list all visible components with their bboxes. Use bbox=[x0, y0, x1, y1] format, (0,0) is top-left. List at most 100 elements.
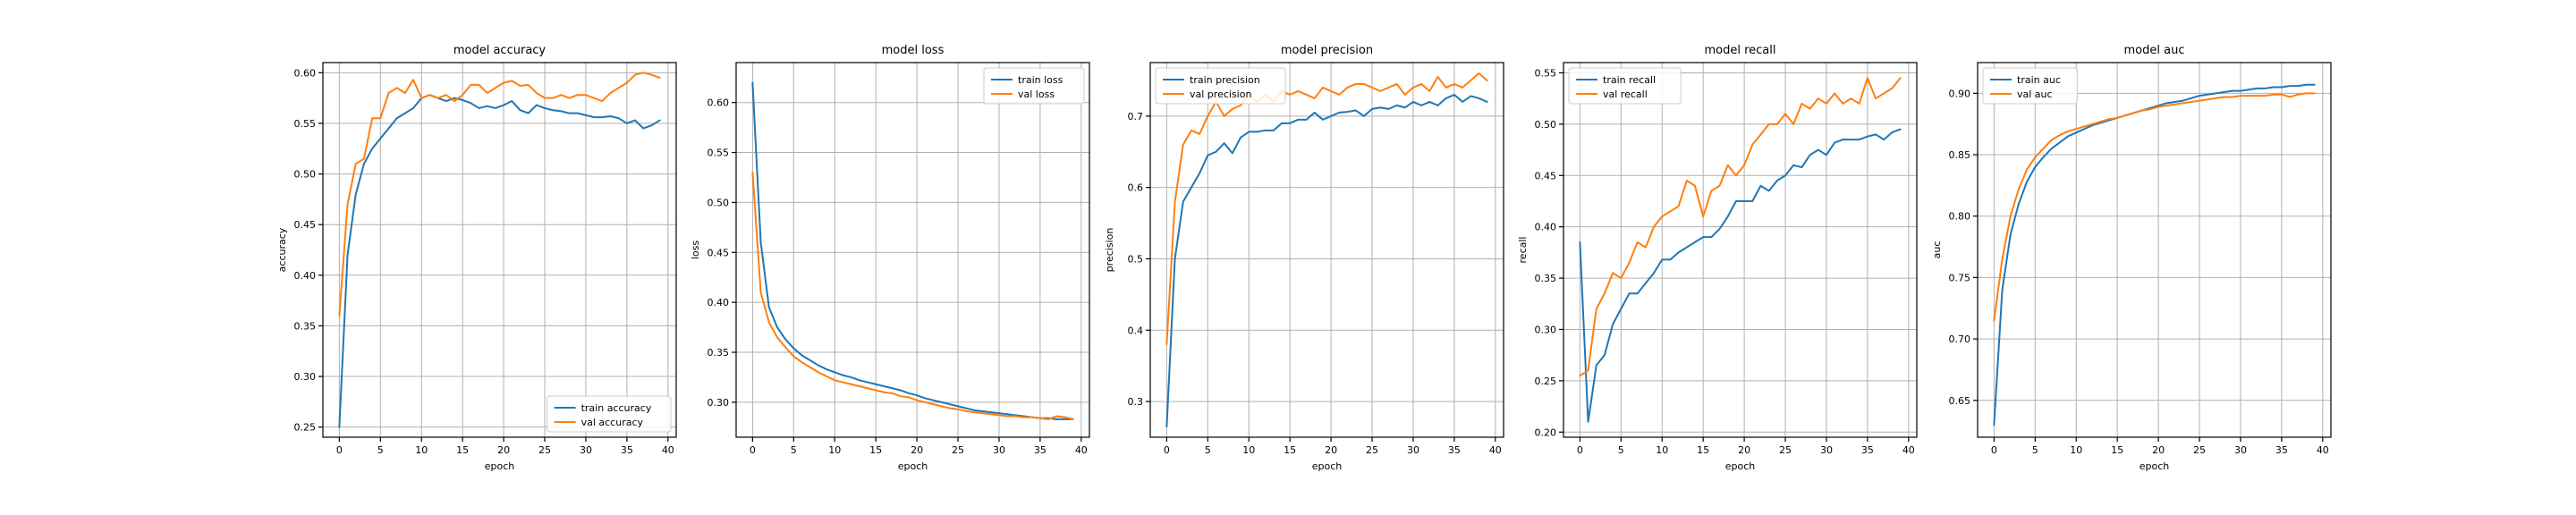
chart-4-x-tick-label: 5 bbox=[1618, 444, 1624, 456]
chart-2-legend-label: val loss bbox=[1018, 89, 1055, 100]
chart-2-x-tick-label: 10 bbox=[828, 444, 841, 456]
chart-2: model loss 0 5 10 15 20 25 30 35 40 0.30 0.35 0.40 0.… bbox=[690, 44, 1090, 472]
chart-3-x-tick-label: 20 bbox=[1325, 444, 1337, 456]
chart-3-x-tick-label: 30 bbox=[1407, 444, 1419, 456]
chart-2-x-tick-label: 15 bbox=[869, 444, 882, 456]
chart-5-legend: train auc val auc bbox=[1982, 67, 2078, 105]
chart-3-x-tick-label: 15 bbox=[1284, 444, 1296, 456]
chart-2-x-tick-label: 5 bbox=[791, 444, 797, 456]
chart-4-y-tick-label: 0.50 bbox=[1535, 119, 1557, 131]
chart-2-y-tick-label: 0.40 bbox=[708, 297, 730, 308]
chart-5-y-tick-label: 0.85 bbox=[1949, 149, 1971, 161]
chart-2-y-tick-label: 0.35 bbox=[708, 347, 730, 359]
chart-1-legend-label: train accuracy bbox=[581, 402, 652, 414]
chart-2-series-train bbox=[751, 81, 1074, 420]
chart-5-x-tick-label: 5 bbox=[2032, 444, 2038, 456]
chart-5-x-tick-label: 35 bbox=[2275, 444, 2288, 456]
chart-3-legend-box bbox=[1155, 67, 1286, 105]
chart-2-plot-frame bbox=[735, 62, 1090, 438]
chart-4-y-tick-label: 0.25 bbox=[1535, 376, 1557, 387]
chart-4-x-tick-label: 10 bbox=[1656, 444, 1668, 456]
chart-3-x-tick-label: 5 bbox=[1205, 444, 1211, 456]
chart-2-x-tick-label: 0 bbox=[750, 444, 756, 456]
chart-2-legend: train loss val loss bbox=[983, 67, 1085, 105]
chart-3-series-val bbox=[1165, 72, 1488, 346]
chart-1-title: model accuracy bbox=[453, 44, 547, 57]
chart-1-x-tick-label: 30 bbox=[580, 444, 592, 456]
chart-4-y-tick-label: 0.55 bbox=[1535, 67, 1557, 79]
chart-2-y-tick-label: 0.60 bbox=[708, 97, 730, 109]
chart-4-y-tick-label: 0.20 bbox=[1535, 426, 1557, 438]
chart-3-legend: train precision val precision bbox=[1155, 67, 1286, 105]
chart-5-y-tick-label: 0.80 bbox=[1949, 211, 1971, 223]
chart-1-y-tick-label: 0.25 bbox=[294, 422, 317, 434]
chart-2-y-axis-label: loss bbox=[690, 241, 701, 260]
chart-2-title: model loss bbox=[882, 44, 945, 57]
chart-5-x-tick-label: 0 bbox=[1991, 444, 1997, 456]
chart-3-x-tick-label: 0 bbox=[1164, 444, 1170, 456]
chart-1-plot-frame bbox=[322, 62, 677, 438]
chart-3-legend-label: train precision bbox=[1190, 74, 1260, 86]
chart-5-title: model auc bbox=[2124, 44, 2185, 57]
chart-4-legend-label: train recall bbox=[1603, 74, 1656, 86]
chart-3-y-tick-label: 0.3 bbox=[1128, 396, 1144, 408]
chart-3-x-axis-label: epoch bbox=[1312, 460, 1343, 472]
chart-1-x-tick-label: 35 bbox=[621, 444, 633, 456]
chart-4-x-tick-label: 0 bbox=[1577, 444, 1583, 456]
chart-3-series-train bbox=[1165, 93, 1488, 428]
chart-5-plot-frame bbox=[1977, 62, 2332, 438]
chart-5-series-val bbox=[1993, 92, 2316, 322]
chart-1-x-tick-label: 40 bbox=[662, 444, 674, 456]
chart-4-x-tick-label: 20 bbox=[1738, 444, 1750, 456]
chart-5-y-tick-label: 0.90 bbox=[1949, 88, 1971, 99]
chart-5-series-train bbox=[1993, 83, 2316, 426]
chart-4-x-axis-label: epoch bbox=[1725, 460, 1756, 472]
chart-1-y-tick-label: 0.30 bbox=[294, 371, 317, 383]
chart-3: model precision 0 5 10 15 20 25 30 35 40 0.3 0.4 0.5… bbox=[1104, 44, 1504, 472]
chart-4-x-tick-label: 30 bbox=[1820, 444, 1833, 456]
chart-2-x-tick-label: 30 bbox=[993, 444, 1005, 456]
chart-3-plot-frame bbox=[1149, 62, 1504, 438]
chart-2-x-tick-label: 35 bbox=[1034, 444, 1046, 456]
chart-1: model accuracy 0 5 10 15 20 25 30 35 40 0.25 0.30 0.… bbox=[276, 44, 677, 472]
chart-1-legend-label: val accuracy bbox=[581, 417, 644, 428]
chart-1-x-axis-label: epoch bbox=[485, 460, 515, 472]
chart-1-x-tick-label: 5 bbox=[377, 444, 384, 456]
chart-1-x-tick-label: 15 bbox=[456, 444, 469, 456]
chart-5-x-tick-label: 40 bbox=[2317, 444, 2329, 456]
chart-3-y-axis-label: precision bbox=[1104, 228, 1115, 273]
chart-3-x-tick-label: 25 bbox=[1366, 444, 1378, 456]
chart-3-x-tick-label: 35 bbox=[1448, 444, 1461, 456]
chart-5-x-tick-label: 25 bbox=[2193, 444, 2206, 456]
chart-1-y-tick-label: 0.45 bbox=[294, 219, 317, 231]
chart-1-legend-box bbox=[547, 395, 672, 433]
chart-5: model auc 0 5 10 15 20 25 30 35 40 0.65 0.70 0.75 0.8… bbox=[1931, 44, 2332, 472]
chart-3-y-tick-label: 0.5 bbox=[1128, 253, 1144, 265]
chart-5-y-tick-label: 0.65 bbox=[1949, 395, 1971, 407]
chart-5-legend-label: val auc bbox=[2017, 89, 2053, 100]
chart-4-x-tick-label: 15 bbox=[1697, 444, 1709, 456]
chart-4-x-tick-label: 40 bbox=[1902, 444, 1915, 456]
chart-4-title: model recall bbox=[1704, 44, 1775, 57]
chart-1-x-tick-label: 20 bbox=[497, 444, 510, 456]
chart-1-x-tick-label: 0 bbox=[336, 444, 343, 456]
chart-4-y-tick-label: 0.40 bbox=[1535, 222, 1557, 233]
chart-1-x-tick-label: 25 bbox=[538, 444, 551, 456]
chart-4-x-tick-label: 35 bbox=[1861, 444, 1874, 456]
chart-4-y-tick-label: 0.45 bbox=[1535, 170, 1557, 182]
chart-2-y-tick-label: 0.55 bbox=[708, 148, 730, 159]
chart-3-y-tick-label: 0.7 bbox=[1128, 111, 1144, 122]
chart-5-y-tick-label: 0.75 bbox=[1949, 272, 1971, 283]
chart-3-x-tick-label: 10 bbox=[1242, 444, 1255, 456]
chart-5-x-tick-label: 20 bbox=[2152, 444, 2165, 456]
chart-4-x-tick-label: 25 bbox=[1779, 444, 1792, 456]
chart-5-x-tick-label: 15 bbox=[2111, 444, 2123, 456]
chart-5-y-tick-label: 0.70 bbox=[1949, 333, 1971, 345]
chart-4-legend: train recall val recall bbox=[1568, 67, 1682, 105]
chart-4-series-val bbox=[1579, 77, 1902, 377]
chart-3-legend-label: val precision bbox=[1190, 89, 1251, 100]
chart-1-x-tick-label: 10 bbox=[415, 444, 428, 456]
chart-4-y-tick-label: 0.35 bbox=[1535, 273, 1557, 284]
chart-1-y-tick-label: 0.35 bbox=[294, 320, 317, 332]
chart-2-x-tick-label: 25 bbox=[952, 444, 964, 456]
